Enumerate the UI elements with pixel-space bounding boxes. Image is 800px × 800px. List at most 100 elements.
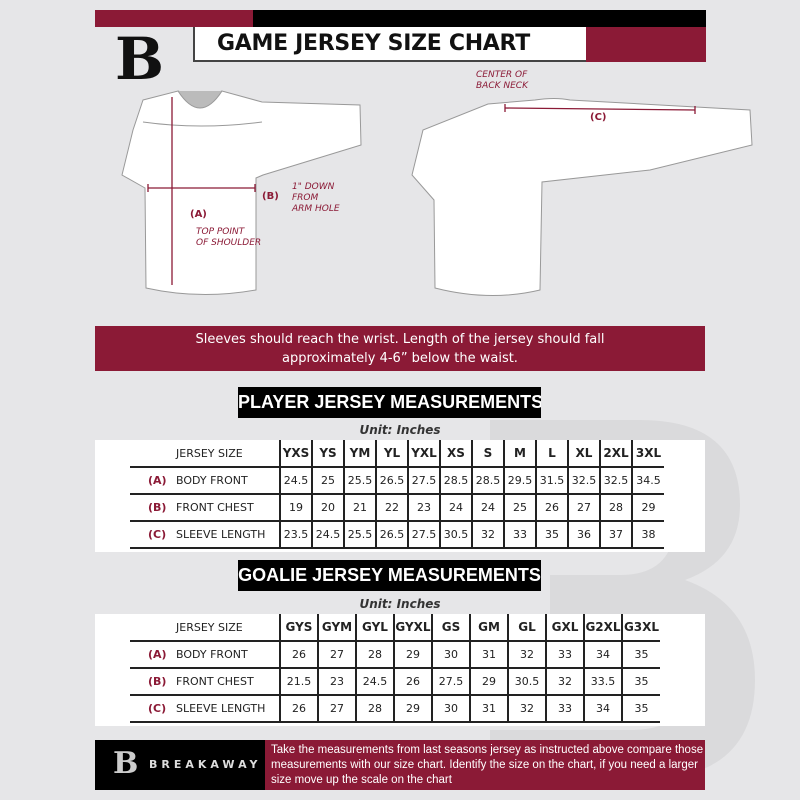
measurement-cell: 25 [311,467,344,495]
measurement-cell: 25.5 [343,521,376,549]
size-column-header: G3XL [621,614,660,642]
footer-brand: B BREAKAWAY [95,740,265,790]
measurement-cell: 29 [469,668,508,696]
measurement-cell: 24.5 [311,521,344,549]
measurement-cell: 36 [567,521,600,549]
note-a: TOP POINT OF SHOULDER [196,227,262,248]
row-name: SLEEVE LENGTH [176,702,266,715]
goalie-size-table: JERSEY SIZE GYS GYM GYL GYXL GS GM GL GXL G2XL G3X… [130,614,660,723]
measurement-cell: 30.5 [507,668,546,696]
measurement-cell: 33.5 [583,668,622,696]
measurement-row: (C) SLEEVE LENGTH 26 27 28 29 30 31 32 33 34 35 [130,695,660,723]
measurement-cell: 32 [471,521,504,549]
measurement-cell: 32 [507,695,546,723]
measurement-cell: 29 [393,641,432,669]
row-label: (B) FRONT CHEST [130,668,280,696]
measurement-cell: 25 [503,494,536,522]
measurement-row: (C) SLEEVE LENGTH 23.5 24.5 25.5 26.5 27.5 30.5… [130,521,664,549]
player-table-wrap: JERSEY SIZE YXS YS YM YL YXL XS S M L XL 2XL 3XL (A) B… [95,440,705,552]
measurement-cell: 31 [469,695,508,723]
row-label: (A) BODY FRONT [130,641,280,669]
row-letter: (A) [148,474,167,487]
footer-instructions: Take the measurements from last seasons … [265,740,705,790]
size-column-header: GM [469,614,508,642]
size-column-header: GS [431,614,470,642]
size-column-header: GL [507,614,546,642]
measurement-cell: 29.5 [503,467,536,495]
measurement-cell: 26.5 [375,467,408,495]
measurement-cell: 23.5 [279,521,312,549]
row-letter: (A) [148,648,167,661]
size-column-header: 2XL [599,440,632,468]
measurement-cell: 28.5 [439,467,472,495]
label-a: (A) [190,209,207,220]
note-b: 1" DOWN FROM ARM HOLE [292,182,340,214]
size-column-header: 3XL [631,440,664,468]
size-column-header: GYM [317,614,356,642]
size-column-header: YM [343,440,376,468]
measurement-row: (B) FRONT CHEST 21.5 23 24.5 26 27.5 29 30.5 32 33… [130,668,660,696]
measurement-cell: 31 [469,641,508,669]
label-b: (B) [262,191,279,202]
measurement-cell: 20 [311,494,344,522]
measurement-cell: 37 [599,521,632,549]
measurement-cell: 34 [583,695,622,723]
measure-lines [147,97,696,285]
measurement-cell: 23 [317,668,356,696]
measurement-cell: 24 [471,494,504,522]
size-column-header: GXL [545,614,584,642]
row-name: BODY FRONT [176,648,248,661]
measurement-cell: 27 [317,641,356,669]
measurement-cell: 27 [567,494,600,522]
measurement-cell: 27.5 [407,521,440,549]
measurement-cell: 38 [631,521,664,549]
measurement-cell: 29 [631,494,664,522]
measurement-cell: 26 [279,695,318,723]
size-header-label: JERSEY SIZE [130,440,280,468]
measurement-cell: 34 [583,641,622,669]
measurement-cell: 33 [503,521,536,549]
measurement-cell: 28 [599,494,632,522]
measurement-cell: 23 [407,494,440,522]
measurement-cell: 26 [535,494,568,522]
player-size-table: JERSEY SIZE YXS YS YM YL YXL XS S M L XL 2XL 3XL (A) B… [130,440,664,549]
measurement-cell: 30 [431,695,470,723]
measurement-cell: 28 [355,695,394,723]
goalie-section-title: GOALIE JERSEY MEASUREMENTS [238,560,541,591]
size-column-header: GYS [279,614,318,642]
title-accent [586,27,706,62]
size-column-header: S [471,440,504,468]
note-c: CENTER OF BACK NECK [476,70,528,91]
measurement-cell: 24 [439,494,472,522]
footer-logo: B [113,746,139,781]
size-column-header: XS [439,440,472,468]
measurement-cell: 27.5 [431,668,470,696]
size-column-header: G2XL [583,614,622,642]
measurement-cell: 22 [375,494,408,522]
measurement-cell: 35 [535,521,568,549]
size-column-header: YXS [279,440,312,468]
front-jersey [121,90,362,296]
measurement-row: (A) BODY FRONT 24.5 25 25.5 26.5 27.5 28.5 28.5 2… [130,467,664,495]
measurement-cell: 30.5 [439,521,472,549]
title-box: GAME JERSEY SIZE CHART [193,27,586,62]
measurement-cell: 25.5 [343,467,376,495]
goalie-unit: Unit: Inches [359,597,441,611]
goalie-table-wrap: JERSEY SIZE GYS GYM GYL GYXL GS GM GL GXL G2XL G3X… [95,614,705,726]
measurement-cell: 32.5 [599,467,632,495]
measurement-cell: 32.5 [567,467,600,495]
row-letter: (C) [148,528,167,541]
back-jersey [411,98,753,297]
size-column-header: YXL [407,440,440,468]
size-column-header: YL [375,440,408,468]
measurement-cell: 32 [545,668,584,696]
measurement-cell: 26 [393,668,432,696]
measurement-cell: 19 [279,494,312,522]
row-name: BODY FRONT [176,474,248,487]
measurement-cell: 35 [621,668,660,696]
row-label: (A) BODY FRONT [130,467,280,495]
measurement-cell: 29 [393,695,432,723]
measurement-cell: 26 [279,641,318,669]
row-letter: (C) [148,702,167,715]
